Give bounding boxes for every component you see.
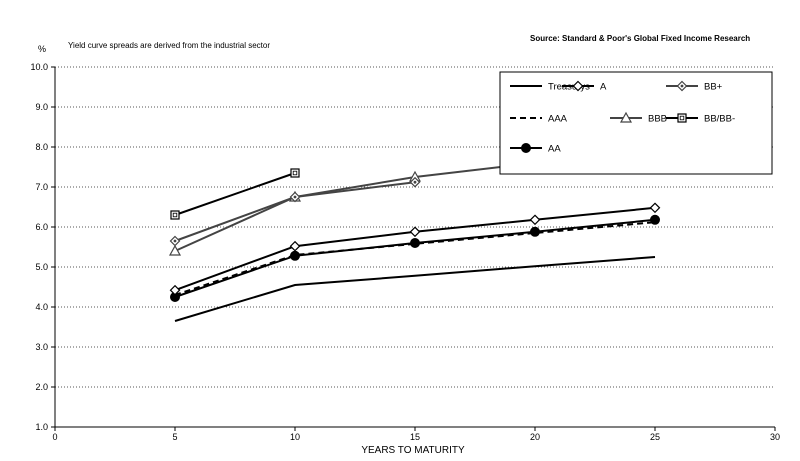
x-tick-label: 5	[172, 432, 177, 442]
legend-label-bbb: BBB	[648, 114, 667, 125]
point-aa	[530, 226, 540, 237]
series-line-a	[174, 206, 656, 292]
y-tick-label: 8.0	[35, 142, 48, 152]
legend-label-aa: AA	[548, 144, 561, 155]
legend-item-bbb: BBB	[610, 111, 667, 125]
series-bb	[169, 176, 421, 247]
legend-marker-aa	[521, 143, 531, 153]
x-tick-labels: 0 5 10 15 20 25 30	[52, 432, 780, 442]
legend-marker-bbb	[619, 111, 633, 123]
legend-label-a: A	[600, 82, 607, 93]
y-tick-label: 4.0	[35, 302, 48, 312]
series-bb-bb	[170, 168, 300, 220]
legend: TreasurysAAAAAABBBBB+BB/BB-	[499, 71, 773, 175]
legend-item-aa: AA	[510, 143, 561, 155]
chart-source: Source: Standard & Poor's Global Fixed I…	[530, 34, 751, 43]
y-tick-labels: 1.0 2.0 3.0 4.0 5.0 6.0 7.0 8.0 9.0 10.0	[30, 62, 48, 432]
point-aa	[410, 238, 420, 248]
point-a	[409, 226, 421, 238]
y-tick-label: 3.0	[35, 342, 48, 352]
y-tick-label: 5.0	[35, 262, 48, 272]
series-line-aaa	[174, 221, 656, 296]
series-aaa	[174, 221, 656, 296]
point-aa	[290, 250, 300, 261]
point-bb-bb-inner	[172, 212, 178, 218]
legend-item-bb-bb: BB/BB-	[666, 113, 735, 125]
legend-label-bb: BB+	[704, 82, 723, 93]
point-bb-dot	[413, 180, 417, 184]
point-a	[529, 214, 541, 226]
legend-item-bb: BB+	[666, 80, 723, 93]
y-tick-label: 10.0	[30, 62, 48, 72]
legend-label-aaa: AAA	[548, 114, 568, 125]
x-tick-label: 10	[290, 432, 300, 442]
series-line-bbb	[174, 162, 536, 252]
chart-subtitle: Yield curve spreads are derived from the…	[68, 41, 271, 50]
point-bb-bb	[170, 210, 180, 220]
legend-label-bb-bb: BB/BB-	[704, 114, 735, 125]
point-bb-bb	[290, 168, 300, 178]
legend-marker-bb-dot	[680, 84, 684, 88]
x-tick-label: 25	[650, 432, 660, 442]
point-a	[289, 240, 301, 252]
y-axis-label: %	[38, 44, 46, 54]
legend-marker-bb-bb	[677, 113, 687, 123]
series-bbb	[168, 156, 542, 256]
legend-item-aaa: AAA	[510, 114, 568, 125]
y-tick-label: 7.0	[35, 182, 48, 192]
y-tick-label: 9.0	[35, 102, 48, 112]
x-tick-label: 20	[530, 432, 540, 442]
point-bb-bb-inner	[292, 170, 298, 176]
axes	[51, 66, 776, 431]
y-tick-label: 2.0	[35, 382, 48, 392]
point-a	[169, 284, 181, 296]
legend-box	[499, 71, 773, 175]
legend-marker-a	[572, 80, 584, 92]
point-bb-dot	[173, 239, 177, 243]
x-tick-label: 30	[770, 432, 780, 442]
legend-marker-bb-bb-inner	[679, 115, 685, 121]
series-treasurys	[174, 256, 656, 322]
x-axis-label: YEARS TO MATURITY	[361, 445, 465, 456]
point-aa	[650, 214, 660, 225]
point-bb-dot	[293, 195, 297, 199]
series-line-bb-bb	[174, 172, 296, 216]
series-aa	[170, 214, 660, 302]
legend-item-a: A	[562, 80, 607, 93]
point-a	[649, 202, 661, 214]
series-line-treasurys	[174, 256, 656, 322]
point-bbb	[168, 244, 182, 256]
y-tick-label: 1.0	[35, 422, 48, 432]
y-tick-label: 6.0	[35, 222, 48, 232]
series-group	[168, 156, 661, 322]
series-a	[169, 202, 661, 296]
x-tick-label: 15	[410, 432, 420, 442]
x-tick-label: 0	[52, 432, 57, 442]
